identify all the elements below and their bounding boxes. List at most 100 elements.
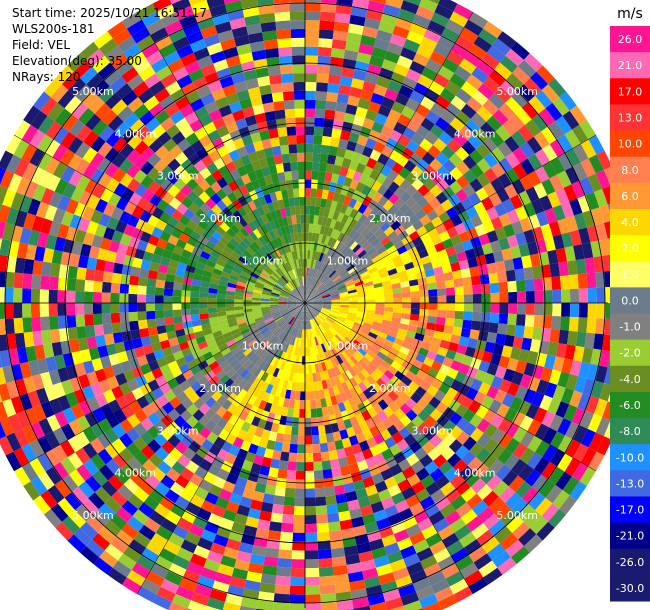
ppi-gate	[384, 504, 399, 518]
ppi-gate	[273, 218, 281, 229]
ppi-gate	[90, 136, 106, 153]
ppi-gate	[390, 235, 402, 246]
ppi-gate	[151, 367, 164, 380]
ppi-gate	[40, 218, 53, 235]
ppi-gate	[190, 98, 205, 112]
ppi-gate	[105, 458, 121, 475]
ppi-gate	[211, 272, 221, 281]
ppi-gate	[187, 258, 198, 268]
ppi-gate	[301, 356, 305, 365]
ppi-gate	[179, 488, 195, 503]
ppi-gate	[555, 115, 572, 135]
ppi-gate	[263, 254, 272, 264]
ppi-gate	[446, 540, 464, 556]
ppi-gate	[180, 125, 195, 139]
ppi-gate	[234, 306, 244, 311]
ppi-gate	[508, 303, 518, 315]
range-ring-label: 3.00km	[157, 170, 199, 183]
ppi-gate	[264, 110, 276, 122]
ppi-gate	[98, 503, 116, 520]
ppi-gate	[313, 296, 322, 301]
ppi-gate	[569, 229, 582, 246]
ppi-gate	[252, 297, 261, 301]
ppi-gate	[590, 207, 604, 226]
range-ring-label: 1.00km	[242, 339, 284, 352]
ppi-gate	[259, 325, 268, 332]
ppi-gate	[0, 421, 7, 439]
ppi-gate	[323, 278, 332, 286]
ppi-gate	[219, 374, 230, 385]
ppi-gate	[338, 243, 347, 253]
ppi-gate	[312, 443, 321, 454]
ppi-gate	[136, 294, 147, 303]
ppi-gate	[464, 19, 484, 36]
ppi-gate	[290, 20, 305, 30]
ppi-gate	[448, 399, 461, 413]
ppi-gate	[216, 468, 230, 481]
ppi-gate	[104, 543, 124, 561]
ppi-gate	[438, 230, 451, 242]
ppi-gate	[305, 2, 321, 12]
ppi-gate	[104, 147, 120, 163]
ppi-gate	[438, 131, 453, 146]
ppi-gate	[332, 192, 341, 203]
ppi-gate	[305, 488, 316, 498]
ppi-gate	[222, 601, 241, 610]
ppi-gate	[301, 241, 305, 250]
ppi-gate	[305, 196, 311, 206]
ppi-gate	[292, 64, 305, 74]
ppi-gate	[357, 192, 367, 204]
ppi-gate	[270, 422, 280, 433]
ppi-gate	[192, 421, 205, 434]
ppi-gate	[110, 536, 129, 554]
ppi-gate	[369, 601, 388, 610]
ppi-gate	[275, 268, 283, 277]
ppi-gate	[129, 471, 146, 487]
ppi-gate	[305, 303, 311, 310]
ppi-gate	[599, 238, 611, 256]
ppi-gate	[218, 319, 229, 326]
ppi-gate	[260, 21, 277, 33]
ppi-gate	[507, 313, 517, 326]
ppi-gate	[269, 305, 279, 309]
ppi-gate	[299, 400, 305, 410]
ppi-gate	[260, 327, 270, 335]
ppi-gate	[424, 461, 439, 475]
ppi-gate	[392, 287, 402, 294]
ppi-gate	[171, 461, 186, 475]
ppi-gate	[462, 183, 476, 198]
ppi-gate	[308, 286, 313, 295]
ppi-gate	[195, 261, 206, 271]
ppi-gate	[264, 547, 280, 558]
ppi-gate	[511, 220, 524, 235]
ppi-gate	[296, 250, 301, 260]
ppi-gate	[291, 291, 299, 298]
ppi-gate	[284, 314, 292, 321]
ppi-gate	[604, 318, 614, 336]
ppi-gate	[266, 354, 275, 365]
ppi-gate	[316, 372, 322, 382]
ppi-gate	[534, 165, 550, 183]
ppi-gate	[471, 522, 489, 540]
ppi-gate	[280, 321, 288, 330]
ppi-gate	[163, 309, 174, 318]
ppi-gate	[311, 417, 318, 427]
ppi-gate	[338, 312, 348, 317]
ppi-gate	[349, 355, 359, 365]
ppi-gate	[369, 425, 381, 437]
ppi-gate	[308, 311, 313, 320]
ppi-gate	[201, 154, 214, 168]
ppi-gate	[560, 275, 570, 290]
ppi-gate	[191, 246, 203, 257]
ppi-gate	[325, 378, 333, 389]
ppi-gate	[269, 521, 282, 532]
ppi-gate	[292, 532, 305, 542]
ppi-gate	[490, 413, 505, 429]
range-ring-label: 3.00km	[411, 424, 453, 437]
ppi-gate	[322, 306, 331, 310]
ppi-gate	[552, 490, 570, 509]
ppi-gate	[578, 227, 591, 245]
ppi-gate	[156, 586, 176, 602]
ppi-gate	[169, 110, 185, 125]
ppi-gate	[445, 246, 457, 257]
